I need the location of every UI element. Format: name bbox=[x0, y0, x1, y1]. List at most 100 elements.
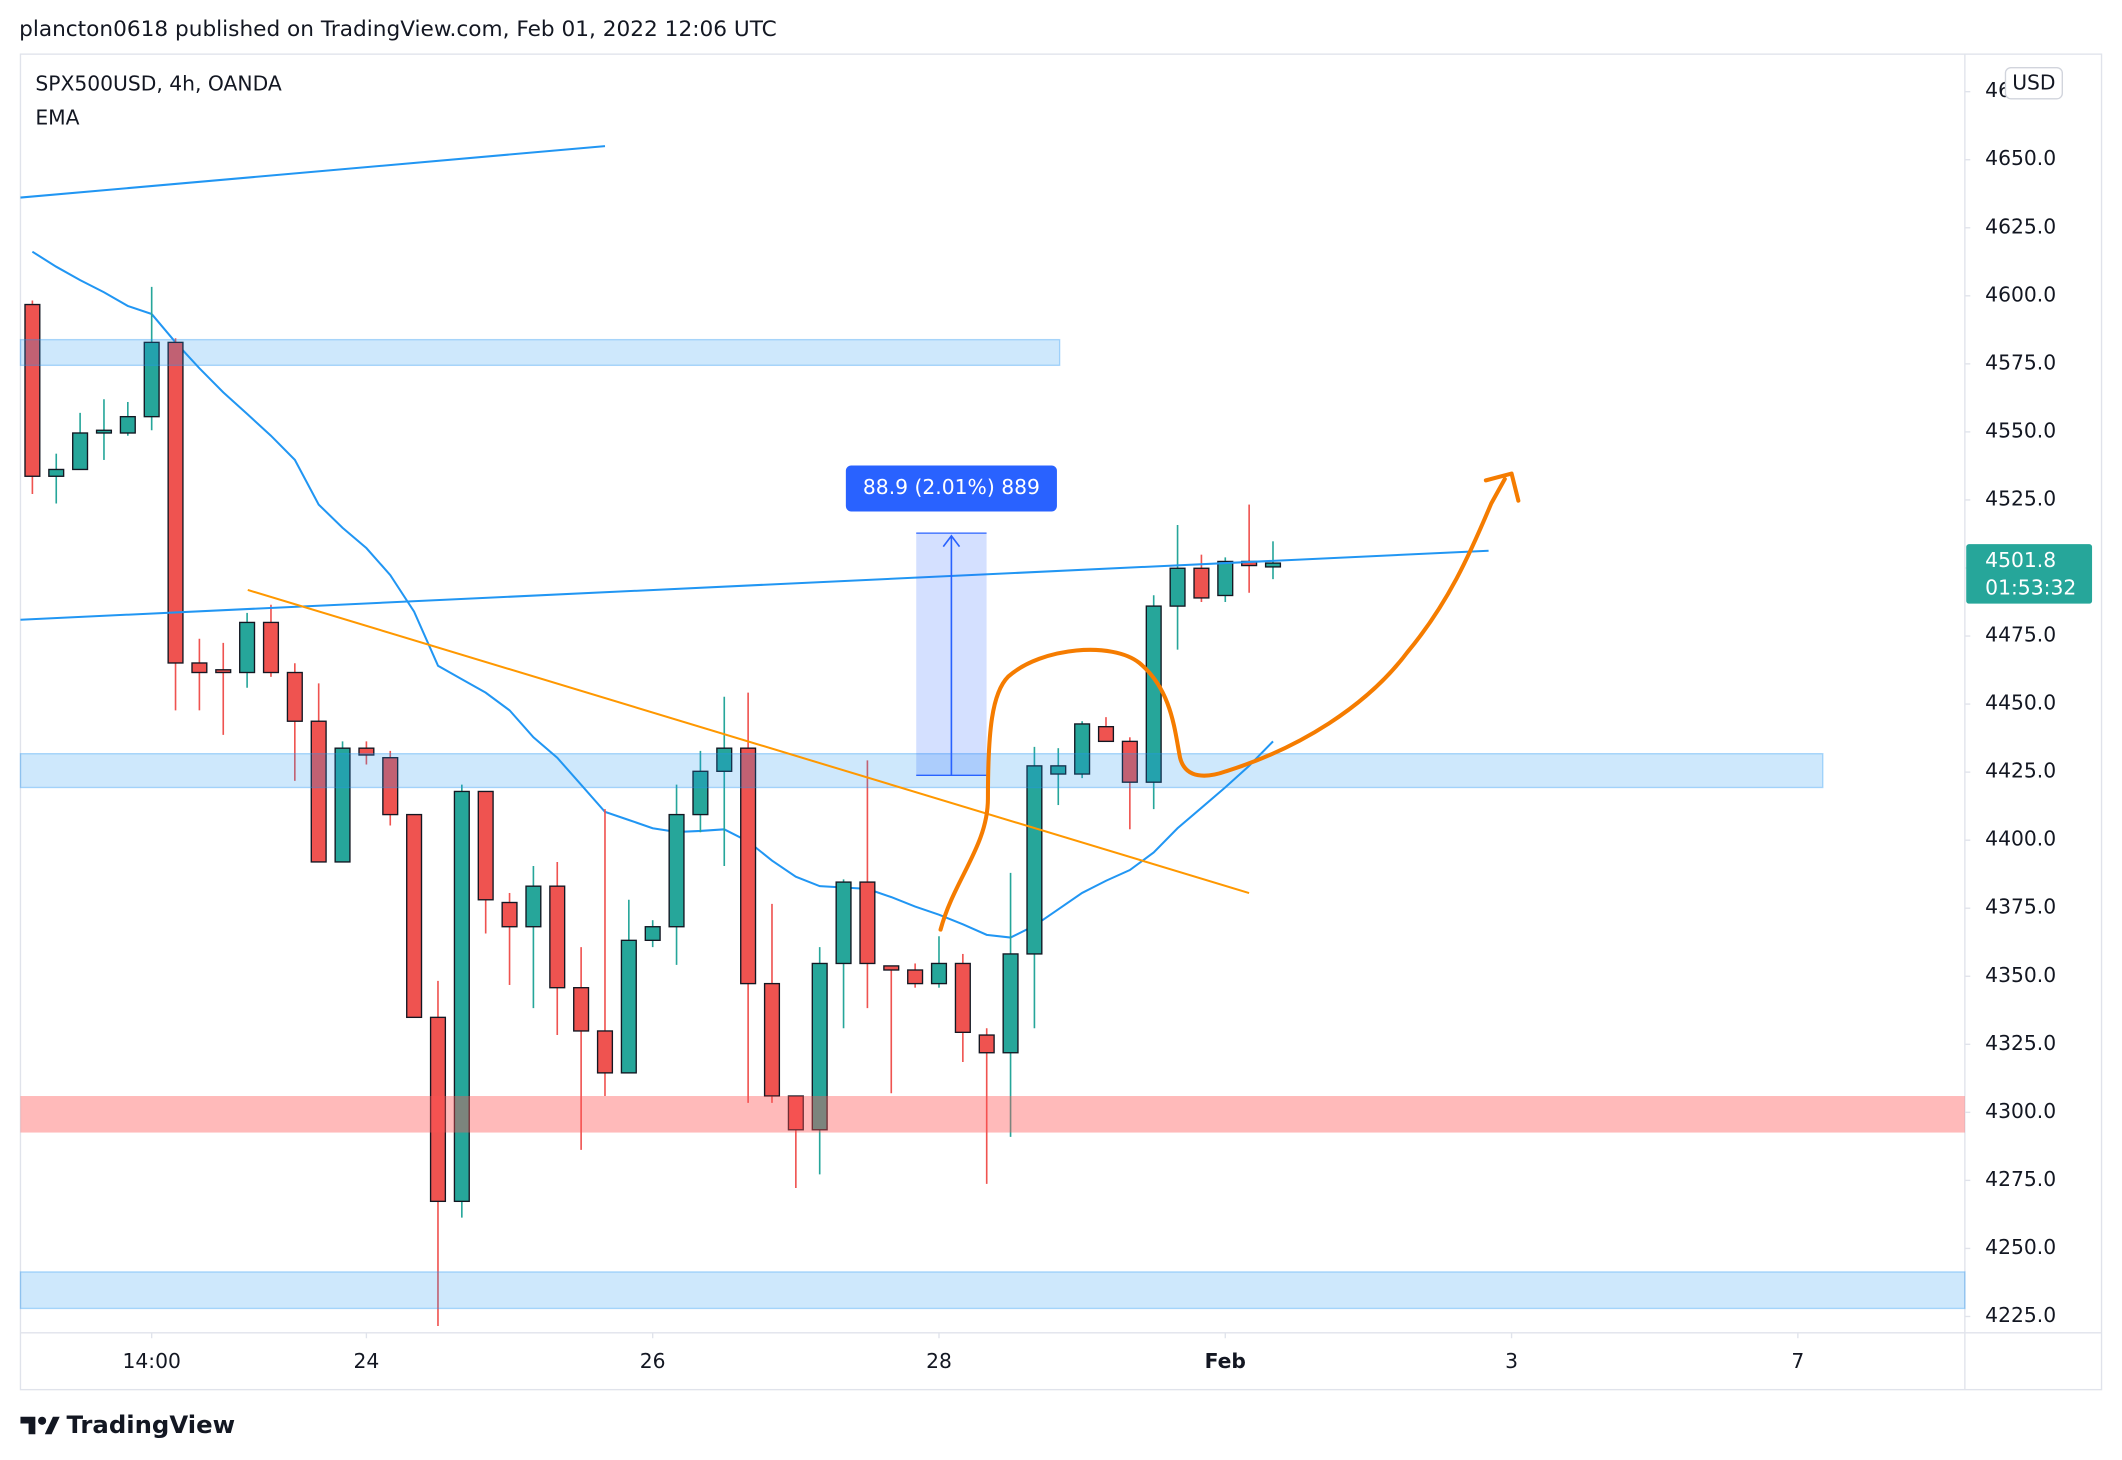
symbol-title: SPX500USD, 4h, OANDA bbox=[35, 72, 282, 96]
candle-body bbox=[215, 669, 232, 674]
logo-mark bbox=[20, 1416, 36, 1435]
candle-body bbox=[1002, 953, 1019, 1054]
candle-body bbox=[811, 962, 828, 1131]
candle-body bbox=[1217, 560, 1234, 597]
y-tick-label: 4425.0 bbox=[1985, 759, 2056, 783]
frame bbox=[19, 53, 2103, 1391]
freehand-arrowhead bbox=[1483, 471, 1521, 503]
overlay: SPX500USD, 4h, OANDA EMA bbox=[35, 72, 282, 130]
currency-box bbox=[2004, 66, 2063, 100]
last-price-box bbox=[1966, 544, 2093, 604]
candle-body bbox=[525, 885, 542, 928]
candle-body bbox=[787, 1095, 804, 1131]
candle-body bbox=[286, 671, 303, 722]
zone bbox=[19, 753, 1824, 789]
candle-body bbox=[692, 770, 709, 816]
trendline bbox=[247, 588, 1250, 895]
candle-body bbox=[859, 881, 876, 965]
y-tick-label: 4550.0 bbox=[1985, 418, 2056, 442]
candle-body bbox=[978, 1034, 995, 1054]
x-tick-label: 26 bbox=[640, 1349, 666, 1373]
candle-body bbox=[763, 982, 781, 1097]
x-tick-label: 24 bbox=[353, 1349, 379, 1373]
candle-body bbox=[1264, 562, 1282, 568]
logo-mark bbox=[38, 1416, 47, 1425]
candle-body bbox=[72, 432, 89, 471]
y-tick-label: 4350.0 bbox=[1985, 963, 2056, 987]
logo: TradingView bbox=[20, 1410, 235, 1439]
candle-body bbox=[549, 885, 566, 989]
drawings: 88.9 (2.01%) 889 bbox=[19, 145, 1966, 1310]
freehand-arrow bbox=[938, 476, 1507, 932]
candle-body bbox=[954, 962, 971, 1034]
candle-body bbox=[477, 790, 494, 901]
candle-body bbox=[930, 962, 948, 985]
candle-body bbox=[48, 468, 65, 477]
candle-body bbox=[501, 901, 518, 928]
x-tick-label: 7 bbox=[1791, 1349, 1804, 1373]
currency: USD bbox=[2012, 70, 2055, 94]
candle-body bbox=[310, 720, 327, 863]
candle-body bbox=[620, 939, 637, 1074]
candle-body bbox=[24, 303, 41, 477]
candle-body bbox=[1097, 725, 1115, 743]
candle-body bbox=[573, 987, 590, 1032]
last-price: 4501.8 bbox=[1985, 548, 2056, 572]
candle-body bbox=[358, 747, 375, 756]
candle-body bbox=[644, 926, 661, 942]
x-tick-label: 3 bbox=[1505, 1349, 1518, 1373]
y-tick-label: 4325.0 bbox=[1985, 1031, 2056, 1055]
candle-body bbox=[1145, 605, 1162, 783]
candle-body bbox=[95, 429, 113, 434]
candle-body bbox=[883, 965, 900, 971]
candle-body bbox=[453, 790, 470, 1203]
logo-mark bbox=[44, 1416, 60, 1435]
candle-body bbox=[1050, 765, 1067, 775]
candle-body bbox=[239, 621, 256, 674]
candle-body bbox=[1074, 723, 1091, 775]
zone bbox=[19, 1271, 1966, 1310]
indicator-name: EMA bbox=[35, 106, 79, 130]
measure-arrowhead bbox=[942, 534, 961, 548]
x-tick-label: Feb bbox=[1205, 1349, 1246, 1373]
y-tick-label: 4400.0 bbox=[1985, 827, 2056, 851]
y-tick-label: 4450.0 bbox=[1985, 691, 2056, 715]
candle-body bbox=[1193, 567, 1210, 599]
candles bbox=[24, 250, 1282, 1327]
candle-body bbox=[716, 747, 733, 772]
candle-body bbox=[668, 813, 685, 928]
candle-body bbox=[262, 621, 280, 674]
candle-body bbox=[191, 662, 208, 674]
measure-label-box bbox=[845, 465, 1057, 512]
measure-label: 88.9 (2.01%) 889 bbox=[863, 475, 1040, 499]
axes: 4225.0 4250.0 4275.0 4300.0 4325.0 4350.0 4375… bbox=[122, 78, 2056, 1373]
candle-body bbox=[740, 747, 757, 985]
trendline bbox=[20, 549, 1489, 621]
header: plancton0618 published on TradingView.co… bbox=[19, 17, 777, 42]
y-tick-label: 4600.0 bbox=[1985, 282, 2056, 306]
y-tick-label: 4525.0 bbox=[1985, 486, 2056, 510]
y-tick-label: 4650.0 bbox=[1985, 146, 2056, 170]
y-tick-label: 4475.0 bbox=[1985, 623, 2056, 647]
candle-body bbox=[596, 1030, 614, 1074]
candle-body bbox=[835, 881, 852, 965]
x-tick-label: 28 bbox=[926, 1349, 952, 1373]
countdown: 01:53:32 bbox=[1985, 575, 2076, 599]
x-tick-label: 14:00 bbox=[122, 1349, 180, 1373]
y-tick-label: 4375.0 bbox=[1985, 895, 2056, 919]
zone bbox=[19, 338, 1061, 367]
ema-line bbox=[31, 250, 1274, 939]
candle-body bbox=[143, 341, 160, 418]
candle-body bbox=[334, 747, 351, 863]
candle-body bbox=[1026, 765, 1043, 955]
candle-body bbox=[382, 757, 399, 816]
footer-logo: TradingView bbox=[66, 1410, 235, 1439]
candle-body bbox=[1121, 740, 1138, 783]
y-tick-label: 4275.0 bbox=[1985, 1167, 2056, 1191]
candle-body bbox=[1169, 567, 1186, 607]
y-tick-label: 4575.0 bbox=[1985, 350, 2056, 374]
y-tick-label: 4300.0 bbox=[1985, 1099, 2056, 1123]
